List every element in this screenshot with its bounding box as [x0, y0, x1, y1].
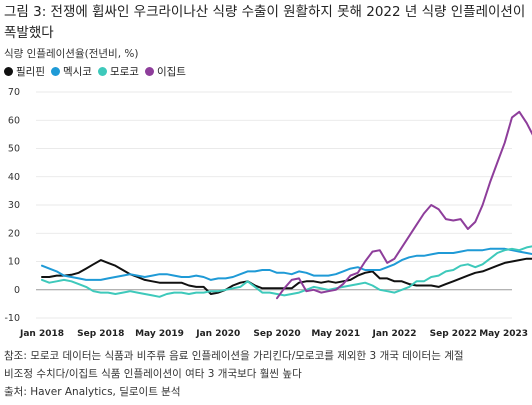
note-line-2: 비조정 수치다/이집트 식품 인플레이션이 여타 3 개국보다 훨씬 높다	[4, 368, 302, 380]
y-tick-label: 70	[8, 87, 20, 98]
chart-legend: 필리핀 멕시코 모로코 이집트	[4, 64, 186, 79]
y-axis-label: 식량 인플레이션율(전년비, %)	[4, 48, 139, 60]
legend-swatch	[97, 67, 107, 76]
y-tick-label: 10	[8, 257, 20, 268]
y-tick-labels: -10 0 10 20 30 40 50 60 70	[4, 87, 20, 324]
x-tick-label: May 2021	[311, 329, 360, 339]
note-line-1: 참조: 모로코 데이터는 식품과 비주류 음료 인플레이션을 가리킨다/모로코를…	[4, 350, 464, 362]
y-tick-label: 0	[14, 285, 20, 296]
x-tick-label: May 2019	[135, 329, 184, 339]
x-tick-label: Sep 2020	[253, 329, 300, 339]
legend-item: 멕시코	[50, 64, 92, 79]
y-tick-label: -10	[4, 313, 20, 324]
x-tick-label: Jan 2018	[19, 329, 64, 339]
legend-swatch	[4, 67, 13, 76]
y-tick-label: 60	[8, 115, 20, 126]
legend-label: 모로코	[109, 66, 139, 78]
legend-item: 필리핀	[4, 64, 45, 79]
y-tick-label: 50	[8, 144, 20, 155]
legend-swatch	[144, 67, 154, 76]
x-tick-label: Jan 2020	[195, 329, 240, 339]
series-lines	[41, 110, 532, 300]
y-tick-label: 20	[8, 228, 20, 239]
chart-notes: 참조: 모로코 데이터는 식품과 비주류 음료 인플레이션을 가리킨다/모로코를…	[4, 347, 530, 401]
chart-title: 그림 3: 전쟁에 휩싸인 우크라이나산 식량 수출이 원활하지 못해 2022…	[4, 4, 526, 41]
x-tick-label: May 2023	[479, 329, 528, 339]
legend-item: 모로코	[97, 64, 139, 79]
legend-label: 멕시코	[62, 66, 92, 78]
y-tick-label: 40	[8, 172, 20, 183]
source-line: 출처: Haver Analytics, 딜로이트 분석	[4, 386, 181, 398]
y-tick-label: 30	[8, 200, 20, 211]
series-line	[41, 247, 532, 281]
line-chart: -10 0 10 20 30 40 50 60 70 Jan 2018 Sep 2018 May 2…	[4, 87, 532, 339]
grid-lines	[36, 91, 512, 319]
legend-item: 이집트	[144, 64, 186, 79]
x-tick-label: Sep 2022	[430, 329, 477, 339]
x-tick-label: Sep 2018	[77, 329, 124, 339]
x-tick-labels: Jan 2018 Sep 2018 May 2019 Jan 2020 Sep 2020…	[19, 329, 528, 339]
legend-label: 필리핀	[16, 66, 45, 78]
series-line	[41, 245, 532, 298]
legend-swatch	[50, 67, 60, 76]
legend-label: 이집트	[156, 66, 186, 78]
series-line	[276, 110, 532, 300]
x-tick-label: Jan 2022	[371, 329, 416, 339]
